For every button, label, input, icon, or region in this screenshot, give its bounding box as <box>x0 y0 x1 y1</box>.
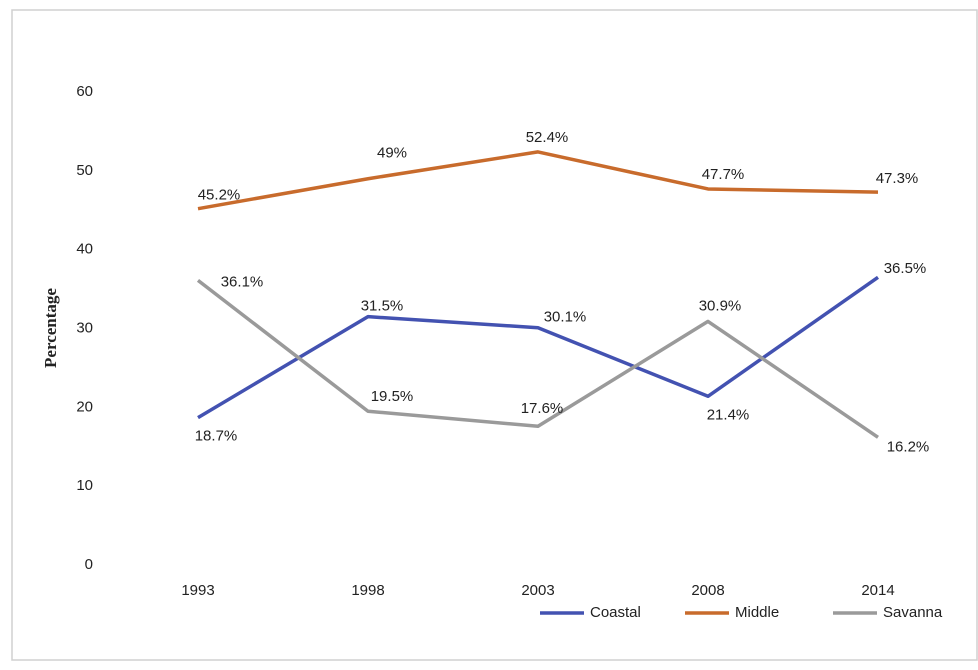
data-label: 36.1% <box>221 273 264 290</box>
y-tick-label: 20 <box>76 398 93 415</box>
y-axis-label: Percentage <box>41 288 60 368</box>
x-tick-label: 1998 <box>351 582 384 599</box>
data-label: 47.3% <box>876 170 919 187</box>
y-tick-label: 30 <box>76 319 93 336</box>
y-tick-label: 10 <box>76 477 93 494</box>
data-label: 21.4% <box>707 406 750 423</box>
series-line <box>196 279 879 439</box>
x-tick-label: 2008 <box>691 582 724 599</box>
series-line <box>197 150 879 211</box>
data-label: 18.7% <box>195 428 238 445</box>
data-label: 19.5% <box>371 388 414 405</box>
data-label: 30.9% <box>699 297 742 314</box>
y-tick-label: 40 <box>76 241 93 258</box>
x-tick-label: 2014 <box>861 582 894 599</box>
series-line <box>197 275 880 420</box>
legend-label: Middle <box>735 604 779 621</box>
data-label: 17.6% <box>521 400 564 417</box>
y-tick-label: 50 <box>76 162 93 179</box>
legend-label: Savanna <box>883 604 943 621</box>
data-label: 52.4% <box>526 129 569 146</box>
y-tick-label: 60 <box>76 83 93 100</box>
data-label: 36.5% <box>884 260 927 277</box>
data-label: 30.1% <box>544 309 587 326</box>
data-label: 31.5% <box>361 298 404 315</box>
data-label: 47.7% <box>702 166 745 183</box>
chart-frame <box>11 9 978 661</box>
y-tick-label: 0 <box>85 556 93 573</box>
legend-label: Coastal <box>590 604 641 621</box>
data-label: 45.2% <box>198 187 241 204</box>
data-label: 49% <box>377 145 407 162</box>
x-tick-label: 2003 <box>521 582 554 599</box>
data-label: 16.2% <box>887 438 930 455</box>
x-tick-label: 1993 <box>181 582 214 599</box>
